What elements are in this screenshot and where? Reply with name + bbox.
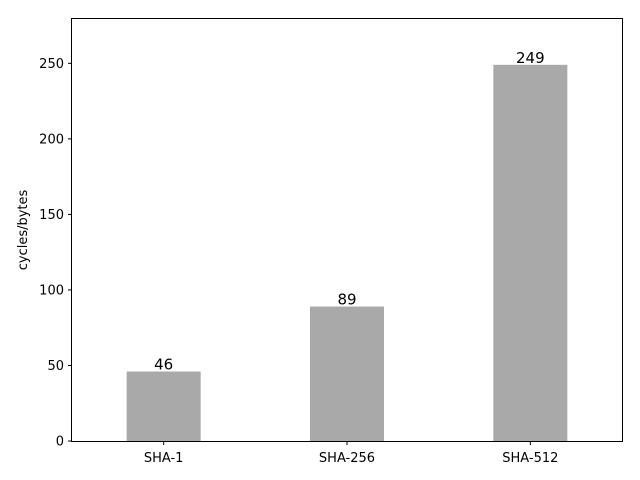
y-tick-label: 150 [39,208,64,223]
y-axis: 0 50 100 150 200 250 [39,57,72,450]
x-tick-label: SHA-512 [502,451,558,466]
y-tick-label: 50 [47,359,64,374]
bar-sha-512 [493,64,568,441]
x-tick-label: SHA-256 [319,451,375,466]
data-labels: 46 89 249 [154,49,545,374]
bars [126,64,568,441]
bar-sha-256 [310,306,384,441]
x-tick-label: SHA-1 [144,451,184,466]
y-tick-label: 250 [39,57,64,72]
y-tick-label: 100 [39,283,64,298]
y-tick-label: 0 [56,435,64,450]
data-label-sha-1: 46 [154,356,173,374]
bar-sha-1 [126,371,201,441]
y-tick-label: 200 [39,132,64,147]
data-label-sha-256: 89 [337,291,356,309]
x-axis: SHA-1 SHA-256 SHA-512 [144,441,558,466]
y-axis-title: cycles/bytes [16,189,31,270]
data-label-sha-512: 249 [516,49,545,67]
plot-area: 46 89 249 [71,18,623,442]
